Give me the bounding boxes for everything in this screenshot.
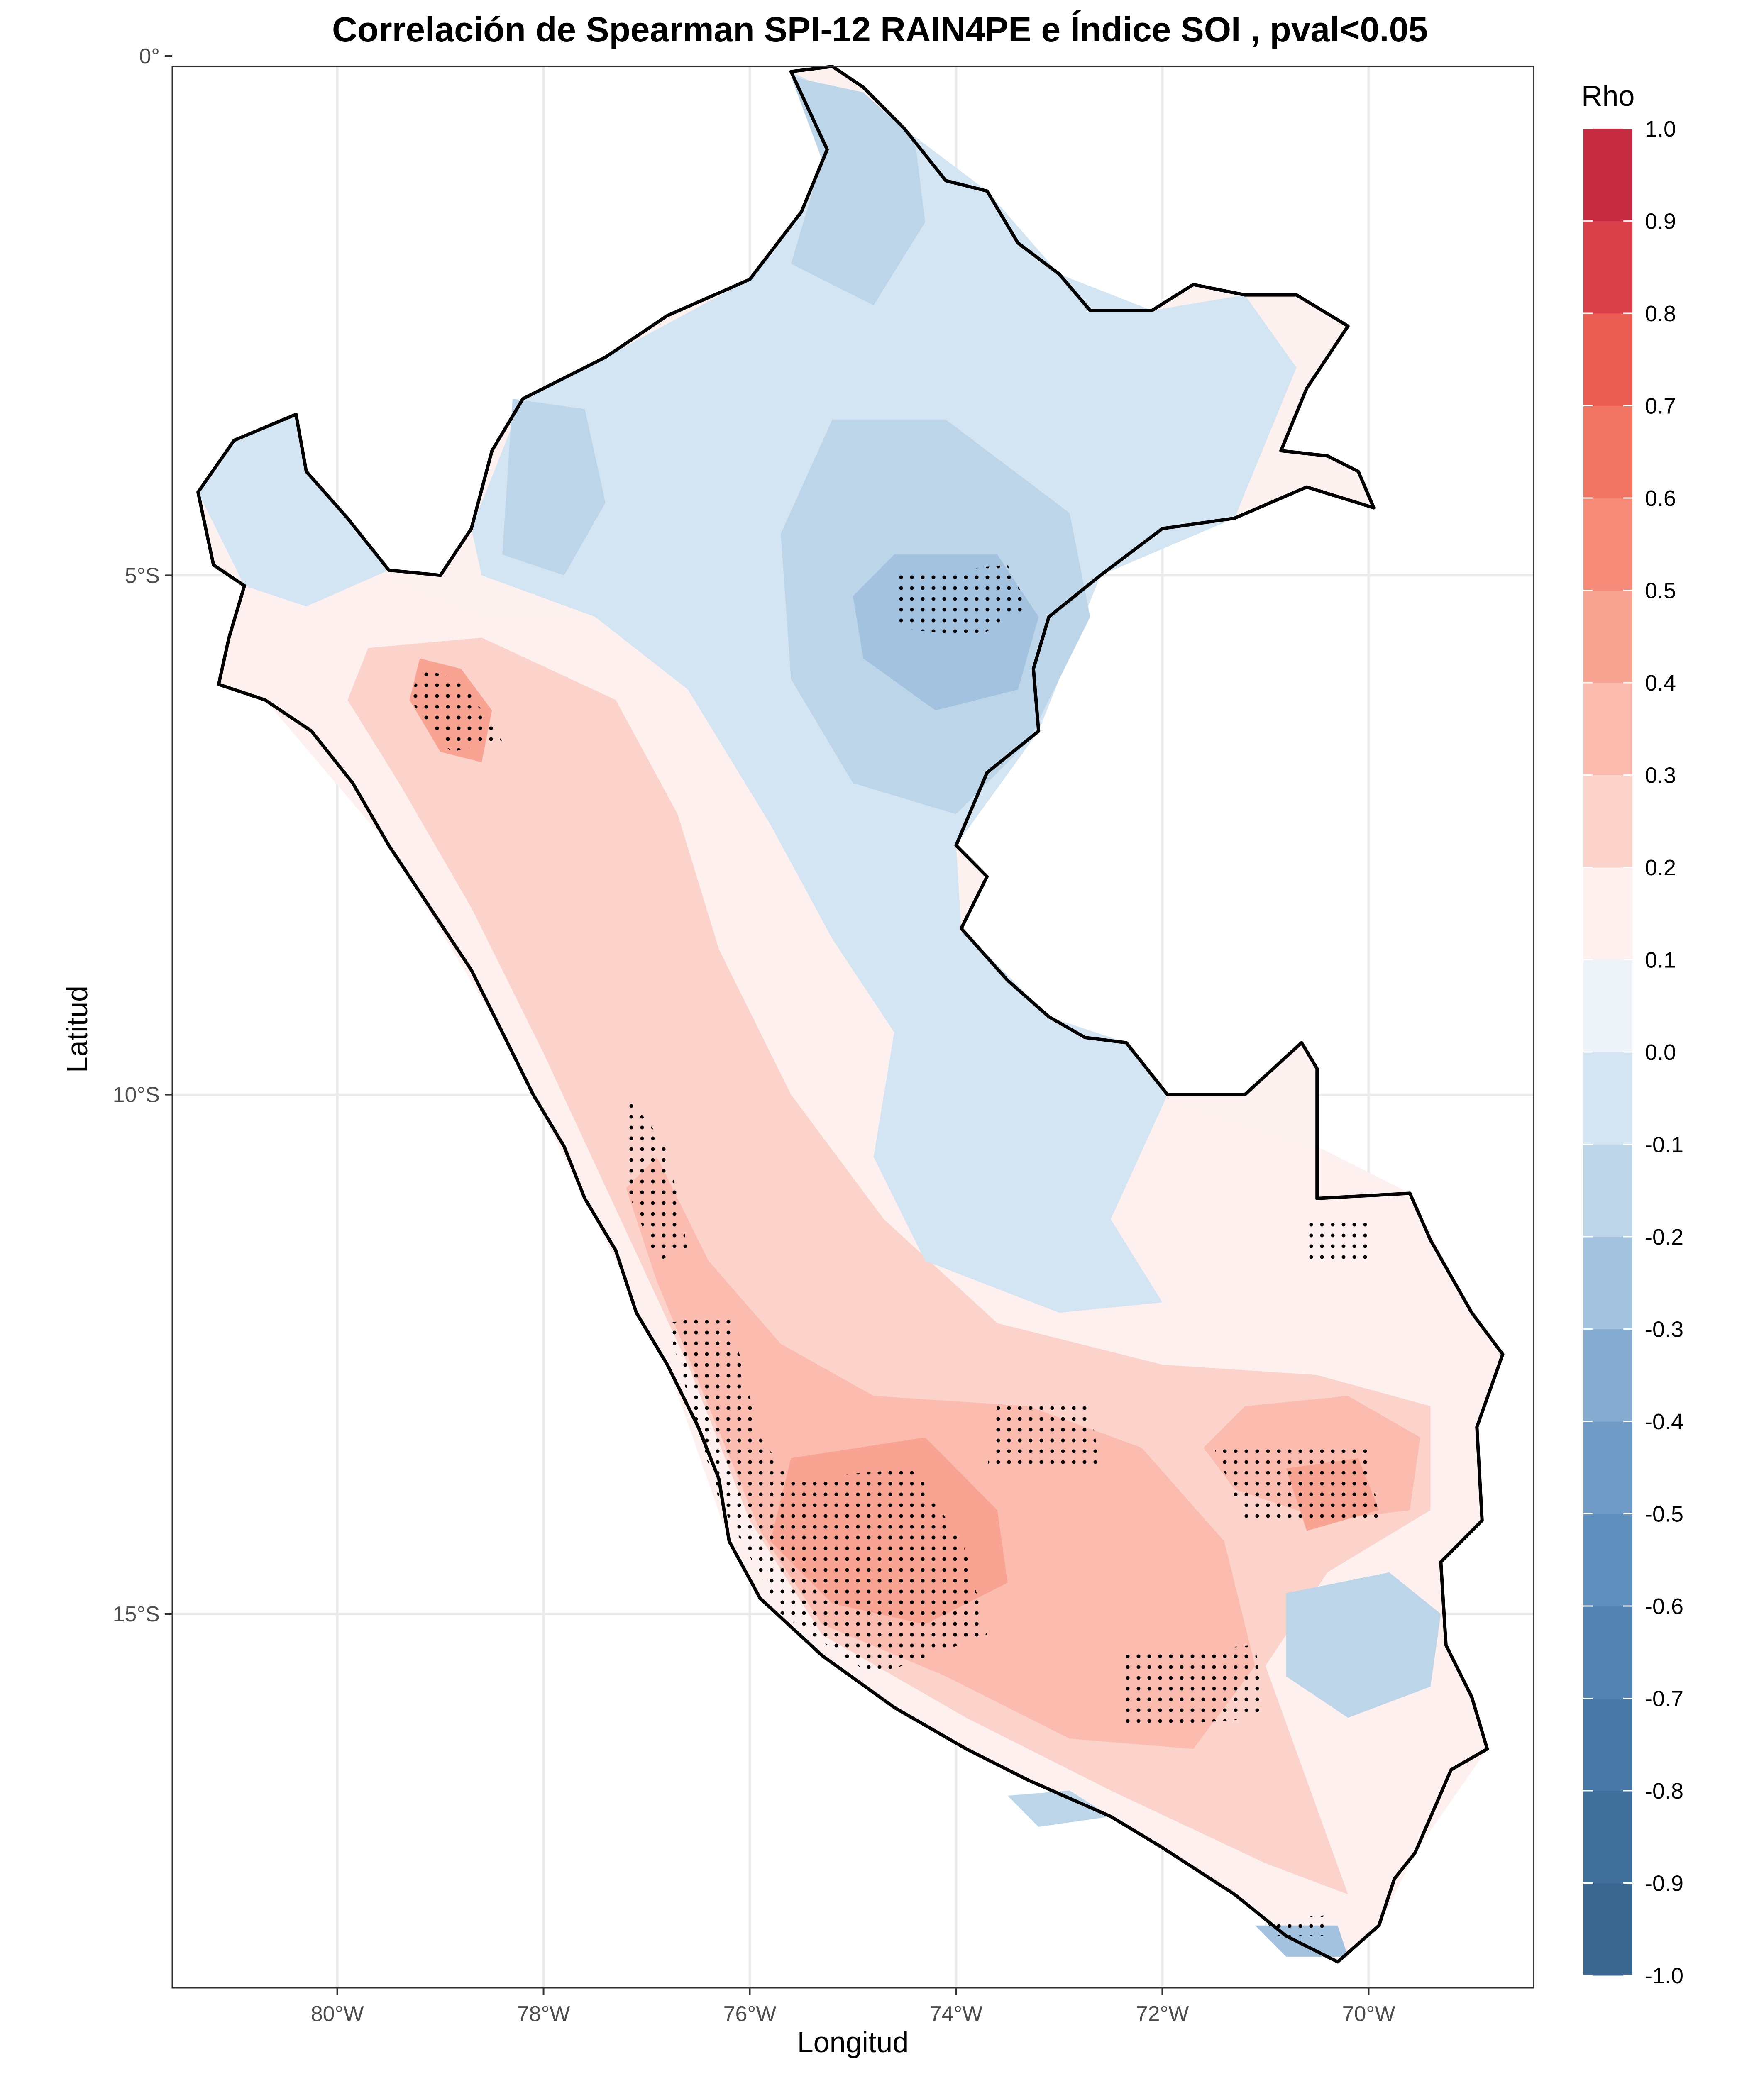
legend-tick-label: -0.8 [1645, 1779, 1683, 1804]
legend-swatch [1583, 1883, 1632, 1976]
y-axis-title: Latitud [61, 986, 93, 1073]
correlation-patch [1286, 1572, 1441, 1718]
legend-tick-label: 0.4 [1645, 671, 1676, 696]
significance-stipple [409, 669, 503, 752]
x-tick-label: 78°W [517, 2002, 570, 2026]
legend-swatch [1583, 959, 1632, 1052]
legend-tick-label: -0.7 [1645, 1687, 1683, 1711]
legend-tick-label: 0.9 [1645, 209, 1676, 234]
x-tick-label: 70°W [1342, 2002, 1395, 2026]
legend-tick-label: -0.9 [1645, 1871, 1683, 1896]
legend-tick-label: -0.6 [1645, 1594, 1683, 1619]
legend-swatch [1583, 1606, 1632, 1699]
legend-swatch [1583, 405, 1632, 498]
legend-tick-label: 0.6 [1645, 486, 1676, 511]
legend-swatch [1583, 775, 1632, 868]
legend-colorbar [1583, 129, 1632, 1976]
legend-tick-label: -0.2 [1645, 1225, 1683, 1250]
legend-tick-label: -0.4 [1645, 1409, 1683, 1434]
legend-tick-labels: 1.0 0.9 0.8 0.7 0.6 0.5 0.4 0.3 0.2 0.1 0.0 -0.1 -0.… [1583, 117, 1683, 1988]
legend-tick-label: 0.3 [1645, 763, 1676, 788]
legend-tick-label: 0.0 [1645, 1040, 1676, 1065]
significance-stipple [626, 1094, 688, 1261]
x-axis-ticks: 80°W 78°W 76°W 74°W 72°W 70°W [311, 1988, 1395, 2026]
legend-swatch [1583, 590, 1632, 683]
legend-tick-label: 0.7 [1645, 394, 1676, 419]
plot-panel-border [171, 66, 1534, 1989]
legend-swatch [1583, 1791, 1632, 1883]
legend-swatch [1583, 1144, 1632, 1237]
x-tick-label: 76°W [723, 2002, 777, 2026]
legend-tick-label: 0.2 [1645, 855, 1676, 880]
legend-swatch [1583, 221, 1632, 314]
legend-swatch [1583, 1237, 1632, 1329]
legend-swatch [1583, 498, 1632, 591]
y-axis-ticks: 0° 5°S 10°S 15°S [113, 44, 172, 1626]
significance-stipple [1307, 1219, 1369, 1261]
legend-swatch [1583, 313, 1632, 406]
legend-swatch [1583, 1329, 1632, 1422]
peru-outline [196, 65, 1505, 1964]
correlation-field [198, 66, 1503, 1962]
correlation-patch [502, 398, 606, 576]
correlation-patch [626, 1157, 1256, 1749]
x-tick-label: 72°W [1136, 2002, 1189, 2026]
significance-stipple [667, 1313, 987, 1677]
legend-tick-label: -0.1 [1645, 1133, 1683, 1157]
legend-title: Rho [1581, 80, 1635, 112]
x-tick-label: 74°W [930, 2002, 983, 2026]
significance-stipple [1121, 1645, 1266, 1728]
legend-swatch [1583, 1052, 1632, 1145]
significance-stipple [894, 565, 1029, 638]
legend-tick-label: -0.3 [1645, 1317, 1683, 1342]
legend-swatch [1583, 1421, 1632, 1514]
legend-tick-label: -1.0 [1645, 1963, 1683, 1988]
legend-tick-label: 1.0 [1645, 117, 1676, 142]
correlation-patch [791, 77, 925, 305]
y-tick-label: 10°S [113, 1083, 160, 1107]
legend-swatch [1583, 1698, 1632, 1791]
legend-tick-label: 0.1 [1645, 948, 1676, 973]
y-tick-label: 5°S [125, 564, 160, 588]
legend-swatch [1583, 683, 1632, 775]
significance-stipple [987, 1406, 1101, 1469]
correlation-patch [198, 414, 389, 607]
y-tick-label: 15°S [113, 1602, 160, 1626]
map-title: Correlación de Spearman SPI-12 RAIN4PE e… [332, 10, 1428, 49]
y-tick-label: 0° [139, 44, 160, 68]
significance-stipple [1214, 1448, 1379, 1521]
correlation-patch [1007, 1790, 1111, 1827]
legend-swatch [1583, 867, 1632, 960]
legend-tick-label: 0.5 [1645, 579, 1676, 603]
x-axis-title: Longitud [797, 2026, 909, 2058]
legend-swatch [1583, 1514, 1632, 1606]
x-tick-label: 80°W [311, 2002, 364, 2026]
legend-tick-label: -0.5 [1645, 1502, 1683, 1527]
legend-swatch [1583, 129, 1632, 221]
legend-tick-label: 0.8 [1645, 301, 1676, 326]
